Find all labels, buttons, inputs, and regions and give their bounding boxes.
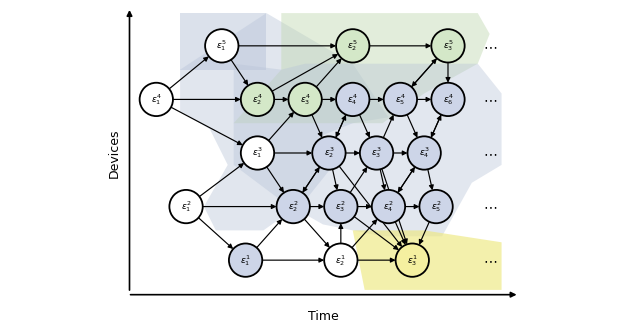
Polygon shape xyxy=(353,230,502,290)
Circle shape xyxy=(140,83,173,116)
Text: $\epsilon_{4}^{3}$: $\epsilon_{4}^{3}$ xyxy=(419,146,429,161)
Text: Time: Time xyxy=(308,310,339,323)
Text: Devices: Devices xyxy=(108,128,121,178)
Text: $\epsilon_{1}^{2}$: $\epsilon_{1}^{2}$ xyxy=(180,199,191,214)
Circle shape xyxy=(170,190,203,223)
Text: $\epsilon_{3}^{4}$: $\epsilon_{3}^{4}$ xyxy=(300,92,310,107)
Circle shape xyxy=(289,83,322,116)
Circle shape xyxy=(336,29,369,62)
Circle shape xyxy=(419,190,452,223)
Circle shape xyxy=(431,29,465,62)
Text: $\epsilon_{2}^{2}$: $\epsilon_{2}^{2}$ xyxy=(288,199,298,214)
Text: $\epsilon_{6}^{4}$: $\epsilon_{6}^{4}$ xyxy=(442,92,454,107)
Circle shape xyxy=(241,136,274,170)
Polygon shape xyxy=(234,64,502,236)
Circle shape xyxy=(372,190,405,223)
Polygon shape xyxy=(180,13,266,70)
Text: $\epsilon_{3}^{3}$: $\epsilon_{3}^{3}$ xyxy=(371,146,382,161)
Text: $\epsilon_{5}^{2}$: $\epsilon_{5}^{2}$ xyxy=(431,199,442,214)
Text: $\cdots$: $\cdots$ xyxy=(483,200,497,214)
Text: $\epsilon_{3}^{1}$: $\epsilon_{3}^{1}$ xyxy=(407,253,418,267)
Circle shape xyxy=(431,83,465,116)
Text: $\epsilon_{1}^{3}$: $\epsilon_{1}^{3}$ xyxy=(252,146,263,161)
Text: $\epsilon_{2}^{1}$: $\epsilon_{2}^{1}$ xyxy=(335,253,346,267)
Circle shape xyxy=(276,190,310,223)
Text: $\epsilon_{5}^{4}$: $\epsilon_{5}^{4}$ xyxy=(395,92,406,107)
Circle shape xyxy=(336,83,369,116)
Text: $\cdots$: $\cdots$ xyxy=(483,253,497,267)
Text: $\epsilon_{1}^{1}$: $\epsilon_{1}^{1}$ xyxy=(240,253,251,267)
Circle shape xyxy=(241,83,274,116)
Text: $\epsilon_{2}^{3}$: $\epsilon_{2}^{3}$ xyxy=(324,146,334,161)
Polygon shape xyxy=(234,13,490,123)
Text: $\epsilon_{2}^{4}$: $\epsilon_{2}^{4}$ xyxy=(252,92,263,107)
Circle shape xyxy=(396,243,429,277)
Text: $\epsilon_{3}^{5}$: $\epsilon_{3}^{5}$ xyxy=(443,38,453,53)
Circle shape xyxy=(205,29,239,62)
Text: $\cdots$: $\cdots$ xyxy=(483,146,497,160)
Text: $\cdots$: $\cdots$ xyxy=(483,92,497,106)
Text: $\epsilon_{1}^{4}$: $\epsilon_{1}^{4}$ xyxy=(151,92,162,107)
Text: $\epsilon_{3}^{2}$: $\epsilon_{3}^{2}$ xyxy=(335,199,346,214)
Text: $\epsilon_{1}^{5}$: $\epsilon_{1}^{5}$ xyxy=(216,38,227,53)
Text: $\cdots$: $\cdots$ xyxy=(483,39,497,53)
Circle shape xyxy=(360,136,393,170)
Circle shape xyxy=(324,190,358,223)
Circle shape xyxy=(229,243,262,277)
Circle shape xyxy=(384,83,417,116)
Circle shape xyxy=(312,136,346,170)
Circle shape xyxy=(408,136,441,170)
Circle shape xyxy=(324,243,358,277)
Text: $\epsilon_{4}^{2}$: $\epsilon_{4}^{2}$ xyxy=(383,199,394,214)
Text: $\epsilon_{2}^{5}$: $\epsilon_{2}^{5}$ xyxy=(348,38,358,53)
Polygon shape xyxy=(180,13,388,230)
Text: $\epsilon_{4}^{4}$: $\epsilon_{4}^{4}$ xyxy=(348,92,358,107)
